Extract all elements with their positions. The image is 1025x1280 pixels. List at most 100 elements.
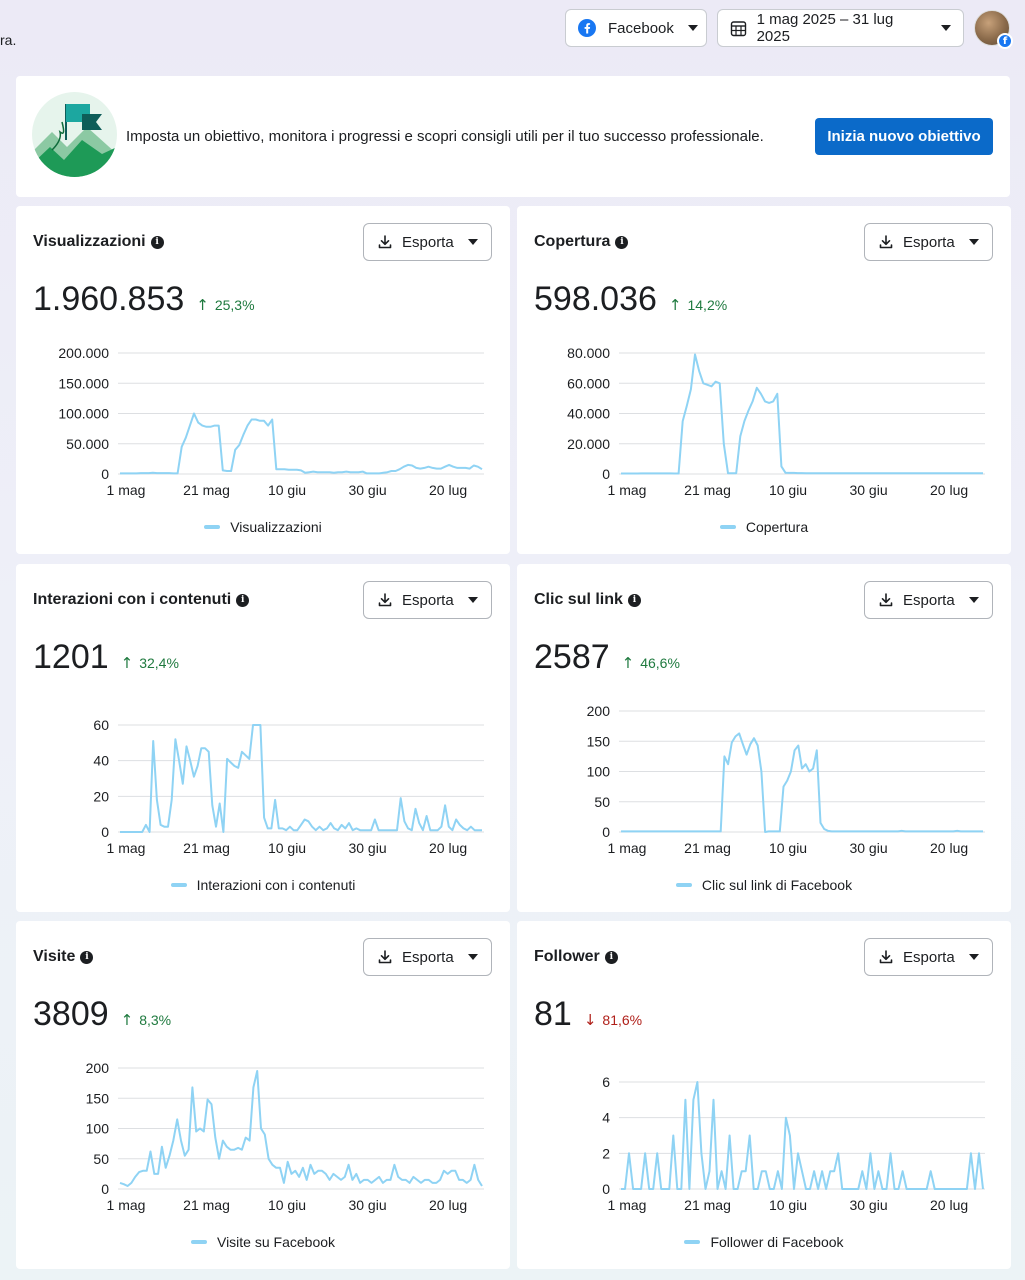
chart-legend: Visualizzazioni [16, 519, 510, 535]
x-tick-label: 30 giu [348, 840, 386, 856]
line-chart: 200 150 100 50 01 mag 21 mag 10 giu 30 giu 20 lu… [86, 1060, 484, 1213]
y-tick-label: 6 [602, 1074, 610, 1090]
metric-change-value: 8,3% [139, 1012, 172, 1028]
avatar[interactable]: f [974, 10, 1013, 49]
legend-swatch [684, 1240, 701, 1244]
arrow-up-icon: ↑ [120, 1011, 134, 1029]
card-title-text: Visite [33, 948, 76, 965]
info-icon[interactable]: i [236, 593, 250, 607]
chart-legend: Visite su Facebook [16, 1234, 510, 1250]
chevron-down-icon [968, 954, 979, 960]
metric-value: 2587 [534, 638, 610, 676]
y-tick-label: 150.000 [58, 375, 109, 391]
y-tick-label: 4 [602, 1110, 610, 1126]
x-tick-label: 10 giu [769, 840, 807, 856]
info-icon[interactable]: i [80, 950, 94, 964]
legend-swatch [719, 525, 736, 529]
chart-legend: Interazioni con i contenuti [16, 877, 510, 893]
truncated-text: ra. [0, 32, 17, 48]
metric-change: ↑ 25,3% [196, 296, 254, 314]
x-tick-label: 21 mag [183, 1197, 230, 1213]
arrow-up-icon: ↑ [621, 654, 635, 672]
metric-summary: 1201 ↑ 32,4% [33, 638, 179, 677]
x-tick-label: 21 mag [183, 840, 230, 856]
legend-swatch [675, 883, 692, 887]
card-title: Interazioni con i contenuti i [33, 591, 250, 609]
chart-legend: Clic sul link di Facebook [517, 877, 1011, 893]
info-icon[interactable]: i [615, 235, 629, 249]
x-tick-label: 20 lug [930, 482, 968, 498]
card-title-text: Visualizzazioni [33, 233, 146, 250]
new-goal-button[interactable]: Inizia nuovo obiettivo [815, 118, 993, 155]
y-tick-label: 50 [93, 1151, 109, 1167]
export-button[interactable]: Esporta [864, 581, 993, 619]
export-button[interactable]: Esporta [363, 223, 492, 261]
chevron-down-icon [941, 25, 951, 31]
export-button[interactable]: Esporta [363, 581, 492, 619]
x-tick-label: 30 giu [849, 840, 887, 856]
metric-change-value: 81,6% [602, 1012, 643, 1028]
y-tick-label: 80.000 [567, 345, 610, 361]
export-button[interactable]: Esporta [864, 938, 993, 976]
y-tick-label: 200.000 [58, 345, 109, 361]
y-tick-label: 50.000 [66, 436, 109, 452]
legend-label: Interazioni con i contenuti [196, 877, 356, 893]
card-title-text: Interazioni con i contenuti [33, 591, 232, 608]
chevron-down-icon [467, 597, 478, 603]
line-chart: 80.000 60.000 40.000 20.000 01 mag 21 mag 10 g… [567, 345, 985, 498]
goal-flag-illustration [32, 92, 117, 177]
chevron-down-icon [968, 597, 979, 603]
info-icon[interactable]: i [150, 235, 164, 249]
metric-card-views: Visualizzazioni i Esporta 1.960.853 ↑ 25… [16, 206, 510, 554]
arrow-up-icon: ↑ [196, 296, 209, 314]
metric-summary: 3809 ↑ 8,3% [33, 995, 171, 1034]
banner-text: Imposta un obiettivo, monitora i progres… [126, 128, 764, 145]
facebook-icon [578, 19, 596, 37]
download-icon [879, 235, 893, 249]
y-tick-label: 0 [602, 824, 610, 840]
info-icon[interactable]: i [604, 950, 618, 964]
download-icon [879, 950, 893, 964]
chevron-down-icon [467, 239, 478, 245]
series-line [120, 412, 483, 475]
x-tick-label: 1 mag [107, 482, 146, 498]
y-tick-label: 0 [101, 1181, 109, 1197]
legend-swatch [204, 525, 221, 529]
metric-change: ↑ 8,3% [121, 1011, 172, 1029]
x-tick-label: 30 giu [849, 482, 887, 498]
info-icon[interactable]: i [627, 593, 641, 607]
metric-card-link-clicks: Clic sul link i Esporta 2587 ↑ 46,6% Cli… [517, 564, 1011, 912]
series-line [621, 1081, 984, 1190]
date-range-selector[interactable]: 1 mag 2025 – 31 lug 2025 [717, 9, 964, 47]
platform-selector[interactable]: Facebook [565, 9, 707, 47]
metric-value: 1201 [33, 638, 109, 676]
export-button[interactable]: Esporta [363, 938, 492, 976]
metric-change: ↑ 32,4% [121, 654, 179, 672]
chevron-down-icon [687, 25, 698, 31]
export-button[interactable]: Esporta [864, 223, 993, 261]
legend-label: Visite su Facebook [216, 1234, 336, 1250]
x-tick-label: 1 mag [608, 482, 647, 498]
y-tick-label: 150 [86, 1090, 110, 1106]
y-tick-label: 40 [93, 753, 109, 769]
x-tick-label: 21 mag [684, 840, 731, 856]
x-tick-label: 10 giu [268, 1197, 306, 1213]
x-tick-label: 10 giu [268, 840, 306, 856]
platform-label: Facebook [608, 19, 674, 37]
download-icon [378, 235, 392, 249]
metric-card-reach: Copertura i Esporta 598.036 ↑ 14,2% Cope… [517, 206, 1011, 554]
card-title: Visite i [33, 948, 94, 966]
series-line [621, 732, 983, 833]
card-title-text: Copertura [534, 233, 611, 250]
export-label: Esporta [903, 948, 955, 966]
metric-change-value: 32,4% [139, 655, 179, 671]
x-tick-label: 1 mag [608, 1197, 647, 1213]
x-tick-label: 1 mag [107, 840, 146, 856]
y-tick-label: 40.000 [567, 406, 610, 422]
x-tick-label: 20 lug [930, 1197, 968, 1213]
x-tick-label: 21 mag [684, 482, 731, 498]
export-label: Esporta [402, 948, 454, 966]
arrow-up-icon: ↑ [120, 654, 134, 672]
metric-value: 598.036 [534, 280, 657, 318]
y-tick-label: 2 [602, 1145, 610, 1161]
